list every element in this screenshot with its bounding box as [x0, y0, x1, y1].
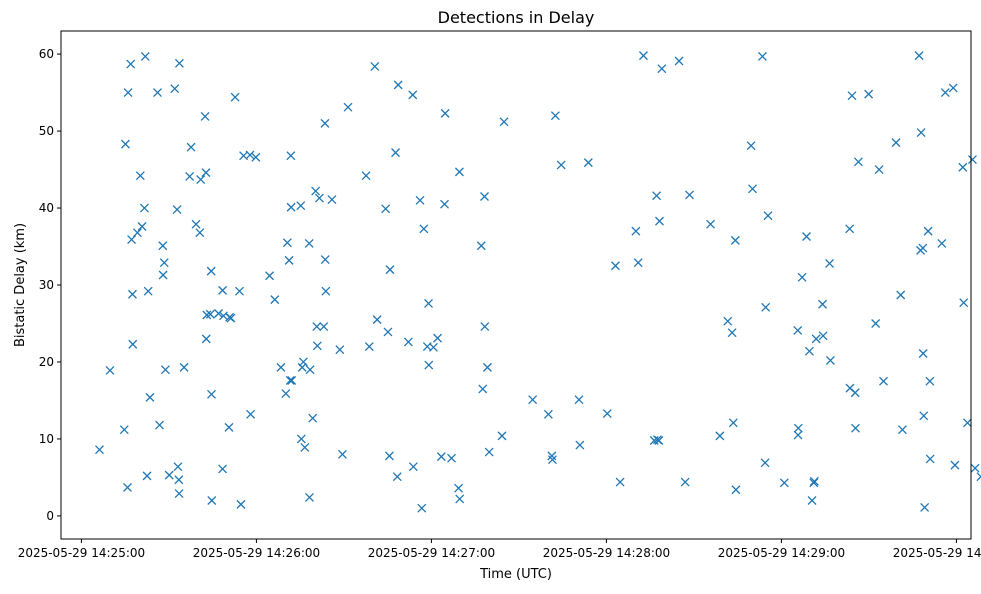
y-tick-label: 20 — [39, 355, 54, 369]
y-axis-label: Bistatic Delay (km) — [13, 223, 28, 347]
y-tick-label: 50 — [39, 124, 54, 138]
chart-title: Detections in Delay — [438, 8, 595, 27]
x-tick-label: 2025-05-29 14:26:00 — [193, 546, 320, 560]
y-tick-label: 0 — [46, 509, 54, 523]
x-tick-label: 2025-05-29 14:29:00 — [718, 546, 845, 560]
y-tick-label: 30 — [39, 278, 54, 292]
y-tick-label: 10 — [39, 432, 54, 446]
plot-area — [61, 31, 971, 539]
y-tick-label: 40 — [39, 201, 54, 215]
y-tick-label: 60 — [39, 47, 54, 61]
x-axis-label: Time (UTC) — [479, 567, 552, 582]
x-tick-label: 2025-05-29 14:25:00 — [18, 546, 145, 560]
x-tick-label: 2025-05-29 14:30:00 — [893, 546, 981, 560]
x-tick-label: 2025-05-29 14:28:00 — [543, 546, 670, 560]
x-tick-label: 2025-05-29 14:27:00 — [368, 546, 495, 560]
